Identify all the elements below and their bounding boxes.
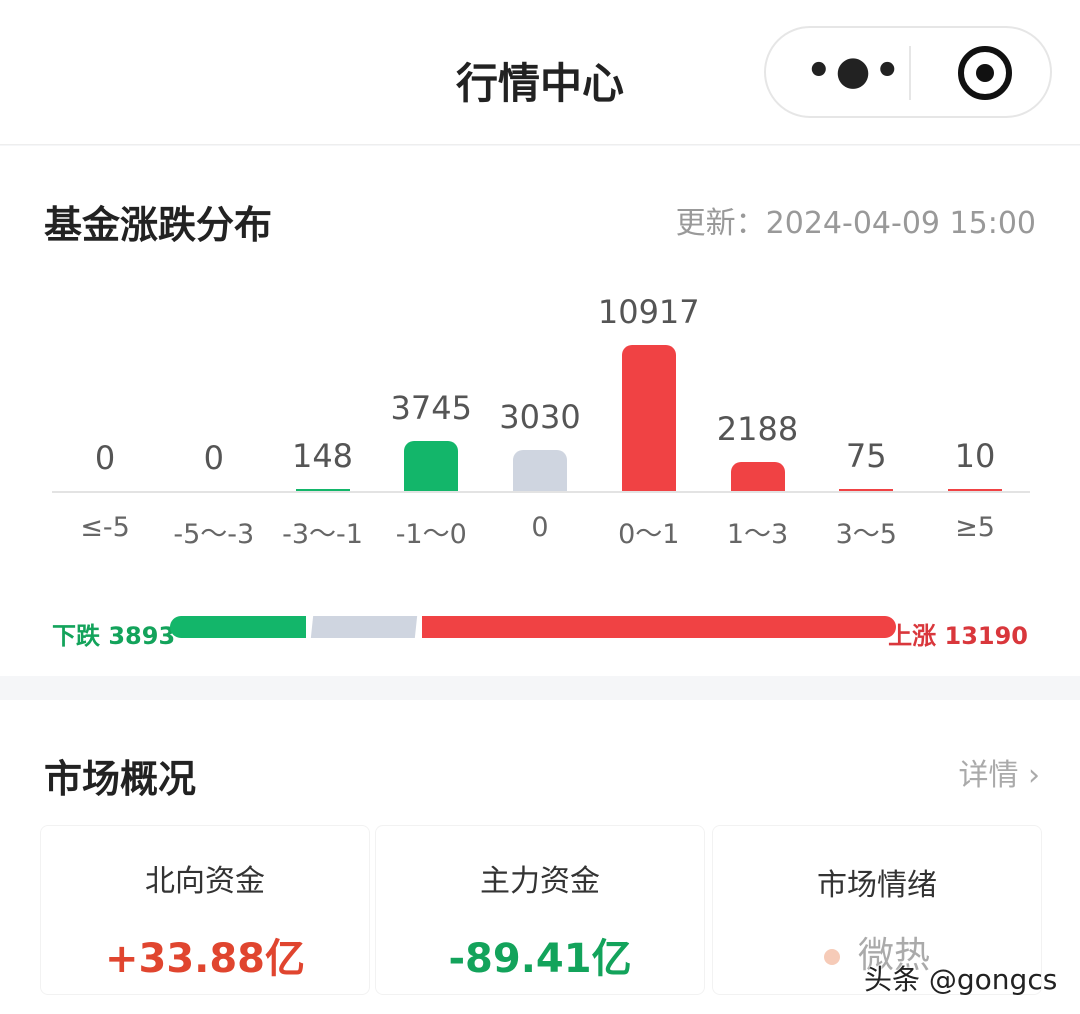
value-label: 10	[954, 437, 996, 475]
value-label: 0	[203, 439, 224, 477]
section-title: 市场概况	[44, 757, 197, 801]
card-value: 微热	[857, 935, 930, 976]
chevron-right-icon: ›	[1028, 758, 1040, 793]
category-label: ≥5	[955, 512, 995, 543]
up-count-label: 上涨 13190	[888, 622, 1028, 650]
detail-label: 详情	[958, 758, 1019, 793]
category-label: -3～-1	[282, 519, 363, 550]
market-sentiment-card[interactable]: 市场情绪 微热	[712, 825, 1042, 995]
category-label: -1～0	[395, 519, 467, 550]
value-label: 10917	[597, 293, 700, 331]
update-time: 更新：2024-04-09 15:00	[675, 206, 1036, 241]
category-label: 0～1	[618, 519, 680, 550]
down-count-label: 下跌 3893	[52, 622, 176, 650]
category-label: 0	[531, 512, 549, 543]
ratio-segment-flat	[310, 616, 418, 638]
watermark: 头条 @gongcs	[864, 963, 1058, 996]
nav-header: 行情中心 •●•	[0, 0, 1080, 145]
ratio-segment-up	[421, 616, 896, 638]
more-dots-icon[interactable]: •●•	[806, 48, 905, 94]
category-label: 1～3	[726, 519, 789, 550]
main-funds-card[interactable]: 主力资金 -89.41亿	[375, 825, 705, 995]
category-label: 3～5	[835, 519, 897, 550]
category-label: ≤-5	[80, 512, 130, 543]
divider	[909, 46, 911, 100]
value-label: 3030	[499, 398, 581, 436]
bar-3	[404, 441, 459, 491]
value-label: 148	[291, 437, 354, 475]
card-label: 市场情绪	[817, 868, 937, 903]
value-label: 75	[845, 437, 887, 475]
distribution-chart: 0 ≤-5 0 -5～-3 148 -3～-1 3745 -1～0 3030 0 10917 0～1 2…	[0, 146, 1080, 676]
card-value: +33.88亿	[104, 936, 306, 982]
sentiment-dot-icon	[823, 949, 840, 965]
bar-4	[513, 450, 567, 491]
bar-2	[295, 489, 350, 491]
fund-distribution-card: 基金涨跌分布 更新：2024-04-09 15:00 0 ≤-5 0 -5～-3 148…	[0, 146, 1080, 676]
target-circle-icon[interactable]	[958, 46, 1012, 100]
card-value: -89.41亿	[448, 936, 632, 982]
value-label: 3745	[390, 389, 472, 427]
market-overview-card: 市场概况 详情 › 北向资金 +33.88亿 主力资金 -89.41亿 市场情绪…	[0, 700, 1080, 1014]
bar-5	[621, 345, 676, 491]
bar-7	[839, 489, 894, 491]
bar-6	[730, 462, 785, 491]
detail-link[interactable]: 详情 ›	[958, 750, 1040, 794]
value-label: 0	[94, 439, 116, 477]
card-label: 主力资金	[480, 864, 600, 899]
page-title: 行情中心	[455, 59, 624, 108]
section-title: 基金涨跌分布	[44, 203, 273, 247]
mini-program-capsule: •●•	[764, 26, 1052, 118]
category-label: -5～-3	[173, 519, 255, 550]
value-label: 2188	[716, 410, 799, 448]
ratio-segment-down	[170, 616, 306, 638]
chart-baseline	[52, 491, 1030, 493]
card-label: 北向资金	[145, 864, 265, 899]
northbound-funds-card[interactable]: 北向资金 +33.88亿	[40, 825, 370, 995]
bar-8	[948, 489, 1002, 491]
